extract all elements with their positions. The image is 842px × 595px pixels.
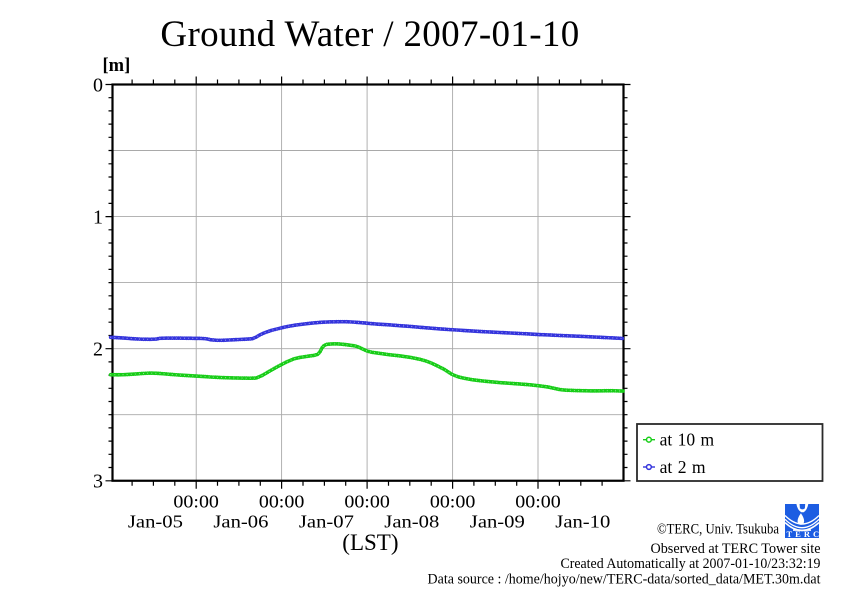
svg-text:Jan-06: Jan-06 <box>213 511 268 531</box>
svg-text:0: 0 <box>93 74 103 96</box>
svg-text:00:00: 00:00 <box>515 491 561 511</box>
svg-text:Data source : /home/hojyo/new/: Data source : /home/hojyo/new/TERC-data/… <box>428 572 821 588</box>
svg-text:00:00: 00:00 <box>344 491 390 511</box>
svg-text:(LST): (LST) <box>342 530 398 555</box>
svg-text:1: 1 <box>93 206 103 228</box>
svg-text:Jan-10: Jan-10 <box>555 511 610 531</box>
svg-text:TERC: TERC <box>787 529 823 539</box>
svg-text:©TERC, Univ. Tsukuba: ©TERC, Univ. Tsukuba <box>657 521 779 537</box>
svg-text:Jan-08: Jan-08 <box>384 511 439 531</box>
svg-text:00:00: 00:00 <box>259 491 305 511</box>
svg-text:2: 2 <box>93 339 103 361</box>
svg-text:[m]: [m] <box>103 56 131 76</box>
svg-text:00:00: 00:00 <box>173 491 219 511</box>
svg-text:at 2 m: at 2 m <box>660 457 706 477</box>
svg-text:Created Automatically at 2007-: Created Automatically at 2007-01-10/23:3… <box>561 556 821 572</box>
svg-text:Jan-07: Jan-07 <box>299 511 354 531</box>
svg-text:Observed at TERC Tower site: Observed at TERC Tower site <box>651 541 821 557</box>
svg-text:at 10 m: at 10 m <box>660 430 715 450</box>
svg-text:3: 3 <box>93 471 103 493</box>
svg-text:Jan-05: Jan-05 <box>128 511 183 531</box>
svg-text:Jan-09: Jan-09 <box>470 511 525 531</box>
svg-text:00:00: 00:00 <box>430 491 476 511</box>
svg-text:Ground Water / 2007-01-10: Ground Water / 2007-01-10 <box>160 14 579 55</box>
